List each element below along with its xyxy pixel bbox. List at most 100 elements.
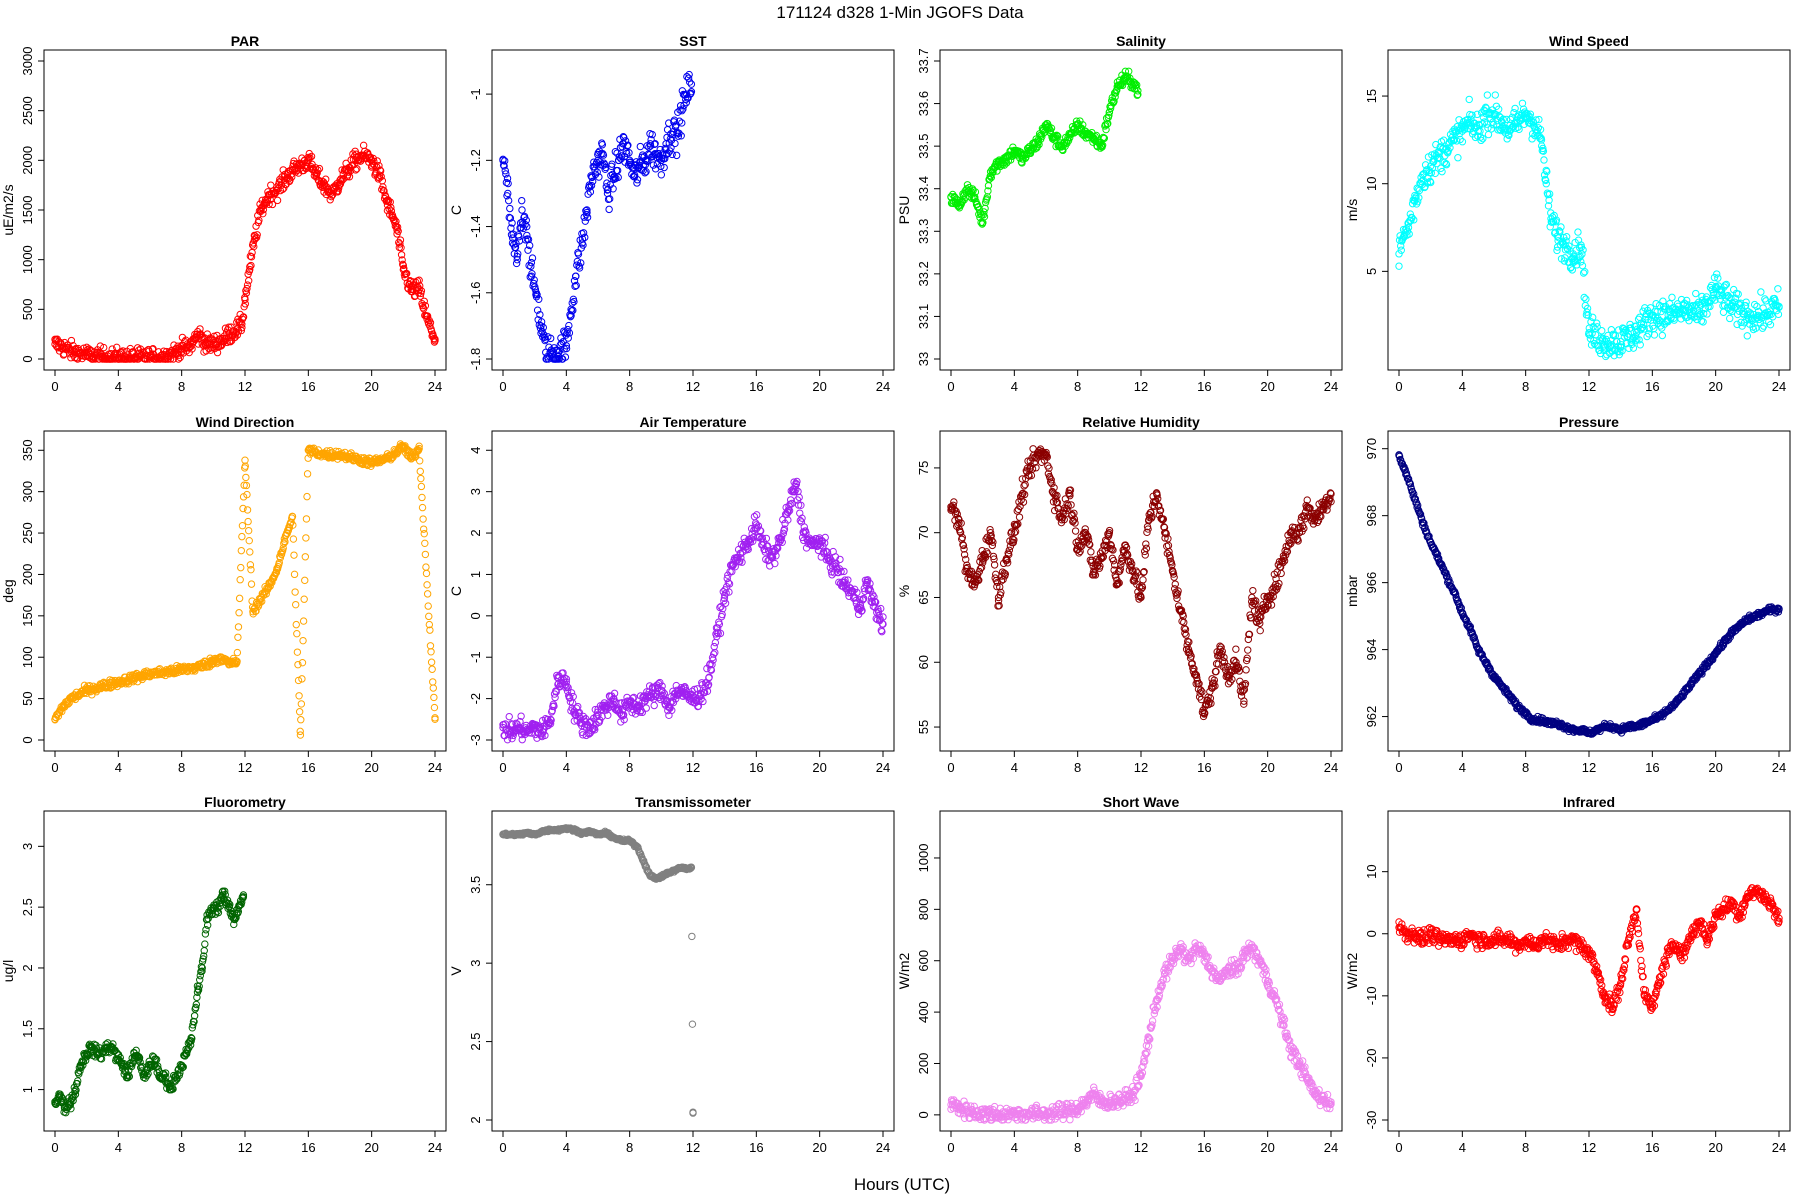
- x-tick-label: 20: [812, 760, 826, 775]
- x-tick-label: 8: [1522, 379, 1529, 394]
- data-point: [1098, 141, 1107, 149]
- data-point: [236, 576, 244, 584]
- data-point: [711, 638, 720, 647]
- data-point: [421, 550, 430, 559]
- y-tick-label: 970: [1364, 438, 1379, 460]
- data-point: [239, 313, 248, 321]
- data-point: [678, 119, 686, 127]
- data-point: [291, 588, 299, 596]
- y-tick-label: 0: [20, 355, 35, 362]
- data-point: [561, 353, 570, 361]
- x-tick-label: 0: [947, 760, 954, 775]
- data-point: [556, 347, 564, 355]
- data-point: [243, 506, 252, 514]
- data-point: [353, 165, 361, 173]
- y-tick-label: 10: [1364, 176, 1379, 190]
- data-point: [306, 154, 314, 162]
- data-point: [212, 341, 221, 349]
- data-point: [415, 276, 423, 284]
- data-point: [546, 334, 555, 343]
- data-point: [303, 492, 311, 501]
- data-point: [100, 343, 108, 352]
- data-point: [396, 240, 404, 248]
- data-point: [386, 198, 394, 206]
- data-point: [685, 70, 693, 79]
- data-point: [385, 205, 393, 213]
- data-point: [1031, 145, 1039, 153]
- data-point: [1692, 289, 1700, 298]
- x-tick-label: 8: [178, 379, 185, 394]
- y-tick-label: 966: [1364, 572, 1379, 594]
- data-point: [582, 207, 590, 215]
- data-point: [608, 160, 616, 168]
- data-point: [528, 269, 536, 278]
- data-point: [1743, 332, 1751, 340]
- data-point: [289, 535, 298, 543]
- points-rh: [947, 445, 1335, 721]
- data-point: [583, 213, 592, 222]
- data-point: [1277, 569, 1285, 578]
- y-tick-label: 2500: [20, 96, 35, 125]
- y-tick-label: 1: [468, 571, 483, 578]
- data-point: [640, 152, 649, 161]
- y-axis-label: mbar: [1344, 575, 1360, 607]
- data-point: [295, 708, 304, 716]
- data-point: [502, 178, 511, 187]
- data-point: [237, 563, 245, 572]
- y-tick-label: 70: [916, 525, 931, 539]
- data-point: [313, 169, 321, 177]
- data-point: [225, 323, 233, 331]
- data-point: [204, 336, 213, 344]
- y-tick-label: 250: [20, 522, 35, 544]
- x-tick-label: 20: [364, 760, 378, 775]
- x-tick-label: 4: [1011, 379, 1018, 394]
- x-tick-label: 8: [1074, 760, 1081, 775]
- data-point: [686, 78, 694, 86]
- data-point: [238, 324, 246, 332]
- x-tick-label: 16: [1197, 760, 1211, 775]
- y-tick-label: -1.2: [468, 149, 483, 171]
- data-point: [533, 291, 541, 299]
- data-point: [402, 269, 411, 278]
- data-point: [418, 493, 426, 502]
- data-point: [431, 337, 439, 345]
- data-point: [67, 336, 76, 345]
- y-tick-label: 4: [468, 447, 483, 454]
- data-point: [541, 335, 550, 343]
- y-tick-label: 33.7: [916, 48, 931, 73]
- data-point: [604, 185, 612, 194]
- data-point: [677, 132, 685, 140]
- panel-title: Wind Speed: [1549, 33, 1629, 49]
- data-point: [1071, 527, 1080, 535]
- plot-frame: [939, 49, 1343, 371]
- data-point: [592, 158, 601, 167]
- data-point: [246, 548, 254, 556]
- y-tick-label: -3: [468, 734, 483, 746]
- data-point: [1395, 262, 1403, 270]
- y-axis-label: C: [448, 586, 464, 596]
- points-pressure: [1395, 451, 1783, 738]
- panel-title: Relative Humidity: [1082, 414, 1200, 430]
- data-point: [241, 456, 249, 464]
- data-point: [674, 132, 683, 140]
- data-point: [984, 187, 992, 195]
- data-point: [527, 262, 535, 271]
- data-point: [246, 262, 254, 271]
- data-point: [1059, 146, 1067, 155]
- data-point: [530, 276, 538, 284]
- x-tick-label: 16: [301, 760, 315, 775]
- data-point: [290, 551, 298, 559]
- data-point: [421, 302, 430, 310]
- data-point: [1774, 310, 1783, 319]
- data-point: [334, 187, 342, 195]
- data-point: [672, 151, 681, 160]
- x-tick-label: 4: [1459, 379, 1466, 394]
- data-point: [648, 130, 656, 139]
- y-axis-label: PSU: [896, 196, 912, 225]
- x-tick-label: 4: [563, 760, 570, 775]
